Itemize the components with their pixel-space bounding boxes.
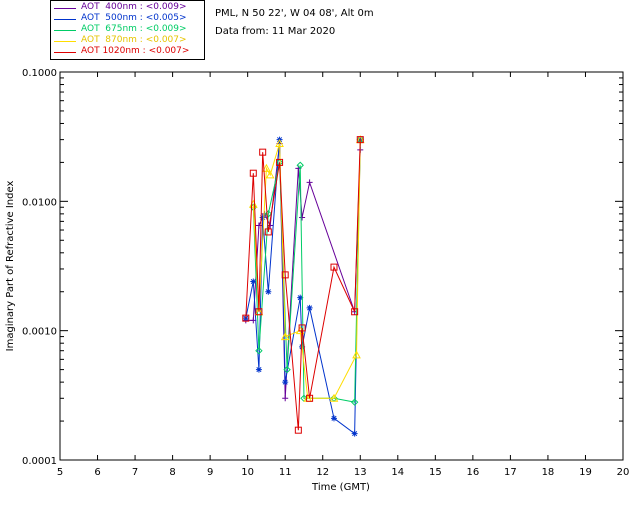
data-point <box>250 278 257 285</box>
data-point <box>259 148 267 156</box>
x-tick-label: 18 <box>542 467 555 478</box>
data-point <box>280 332 290 341</box>
site-location: PML, N 50 22', W 04 08', Alt 0m <box>215 8 374 19</box>
x-tick-label: 19 <box>579 467 592 478</box>
legend-swatch <box>54 30 76 31</box>
data-point <box>242 315 249 322</box>
x-tick-label: 14 <box>391 467 404 478</box>
x-tick-label: 6 <box>94 467 100 478</box>
y-axis-title: Imaginary Part of Refractive Index <box>5 181 16 352</box>
data-point <box>351 430 358 437</box>
data-point <box>297 294 304 301</box>
legend-item-500nm: AOT 500nm : <0.005> <box>51 13 206 24</box>
series-aot-500nm <box>242 136 364 437</box>
data-point <box>294 426 302 434</box>
x-tick-label: 11 <box>279 467 292 478</box>
x-tick-label: 20 <box>617 467 630 478</box>
data-point <box>264 210 273 218</box>
data-point <box>281 271 289 279</box>
data-point <box>283 365 291 374</box>
x-tick-label: 5 <box>57 467 63 478</box>
x-tick-label: 13 <box>354 467 367 478</box>
x-axis-title: Time (GMT) <box>311 482 370 493</box>
data-point <box>306 304 313 311</box>
y-tick-label: 0.0010 <box>22 327 57 338</box>
x-tick-label: 8 <box>169 467 175 478</box>
data-point <box>264 228 272 236</box>
plot-frame <box>59 71 624 461</box>
data-point <box>330 263 338 271</box>
data-point <box>255 308 263 316</box>
data-point <box>259 214 266 221</box>
x-tick-label: 17 <box>504 467 517 478</box>
data-point <box>296 161 304 169</box>
data-point <box>262 163 271 172</box>
data-point <box>330 415 337 422</box>
data-point <box>306 394 314 402</box>
legend-swatch <box>54 8 76 9</box>
x-tick-label: 12 <box>316 467 329 478</box>
legend-swatch <box>54 41 76 42</box>
y-tick-label: 0.0001 <box>22 456 57 467</box>
data-point <box>265 288 272 295</box>
data-point <box>282 379 289 386</box>
series-aot-870nm <box>248 135 365 402</box>
y-tick-label: 0.0100 <box>22 197 57 208</box>
data-point <box>350 398 359 406</box>
x-axis: 5 6 7 8 9 10 11 12 13 14 15 16 17 18 19 20 <box>57 72 630 478</box>
legend-swatch <box>54 52 76 53</box>
data-point <box>298 324 306 332</box>
series-line <box>245 139 361 431</box>
x-tick-label: 15 <box>429 467 442 478</box>
data-point <box>299 214 306 221</box>
x-tick-label: 10 <box>241 467 254 478</box>
series-line <box>252 139 361 399</box>
legend-item-675nm: AOT 675nm : <0.009> <box>51 24 206 35</box>
data-point <box>249 169 257 177</box>
x-tick-label: 7 <box>132 467 138 478</box>
legend-label: AOT 500nm : <0.005> <box>81 13 187 23</box>
legend-label: AOT 870nm : <0.007> <box>81 35 187 45</box>
legend: AOT 400nm : <0.009> AOT 500nm : <0.005> … <box>50 0 205 60</box>
legend-swatch <box>54 19 76 20</box>
data-point <box>265 170 275 179</box>
series-line <box>252 139 361 403</box>
data-point <box>351 308 359 316</box>
legend-label: AOT 1020nm : <0.007> <box>81 46 190 56</box>
legend-label: AOT 400nm : <0.009> <box>81 2 187 12</box>
legend-item-400nm: AOT 400nm : <0.009> <box>51 2 206 13</box>
data-point <box>306 179 313 186</box>
y-axis: 0.0001 0.0010 0.0100 0.1000 <box>22 68 623 467</box>
x-tick-label: 9 <box>207 467 213 478</box>
data-point <box>356 136 364 144</box>
y-tick-label: 0.1000 <box>22 68 57 79</box>
data-point <box>282 395 289 402</box>
series-aot-1020nm <box>242 136 364 434</box>
legend-item-1020nm: AOT 1020nm : <0.007> <box>51 46 206 57</box>
data-point <box>276 158 284 166</box>
data-point <box>329 393 339 402</box>
legend-item-870nm: AOT 870nm : <0.007> <box>51 35 206 46</box>
data-point <box>255 366 262 373</box>
data-date: Data from: 11 Mar 2020 <box>215 26 336 37</box>
data-point <box>242 314 250 322</box>
data-point <box>275 138 284 148</box>
data-point <box>255 346 263 355</box>
x-tick-label: 16 <box>466 467 479 478</box>
data-point <box>352 350 361 359</box>
series-layer <box>242 135 365 437</box>
legend-label: AOT 675nm : <0.009> <box>81 24 187 34</box>
